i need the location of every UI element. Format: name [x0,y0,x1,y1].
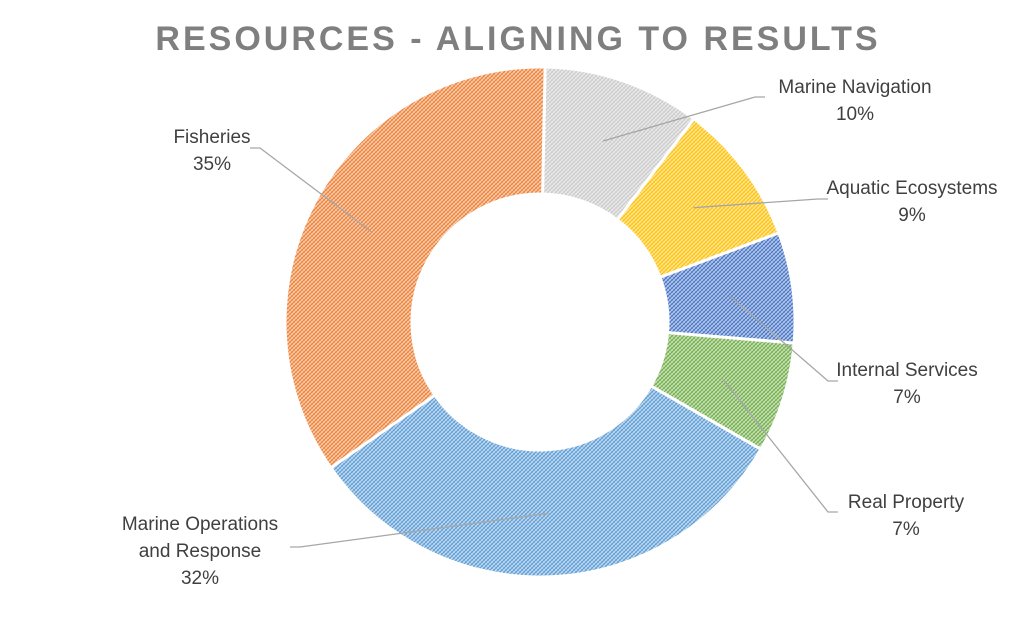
leader-line-marine-operations-and-response [290,512,549,548]
slices-layer [283,65,797,579]
data-label-fisheries: Fisheries 35% [173,127,250,175]
slice-marine-operations-and-response [328,383,764,579]
leader-line-real-property [722,378,838,513]
labels-layer: Marine Navigation 10% Aquatic Ecosystems 9%… [122,77,998,589]
slice-fisheries [283,65,547,470]
data-label-marine-operations-and-response: Marine Operations and Response 32% [122,514,278,589]
data-label-aquatic-ecosystems: Aquatic Ecosystems 9% [826,178,997,226]
leader-line-aquatic-ecosystems [693,198,828,209]
data-label-real-property: Real Property 7% [848,492,965,540]
data-label-internal-services: Internal Services 7% [836,360,978,408]
leader-line-fisheries [250,147,372,233]
leader-line-marine-navigation [602,96,765,142]
leader-line-internal-services [729,295,838,382]
chart-title: RESOURCES - ALIGNING TO RESULTS [155,20,880,58]
data-label-marine-navigation: Marine Navigation 10% [778,77,931,125]
